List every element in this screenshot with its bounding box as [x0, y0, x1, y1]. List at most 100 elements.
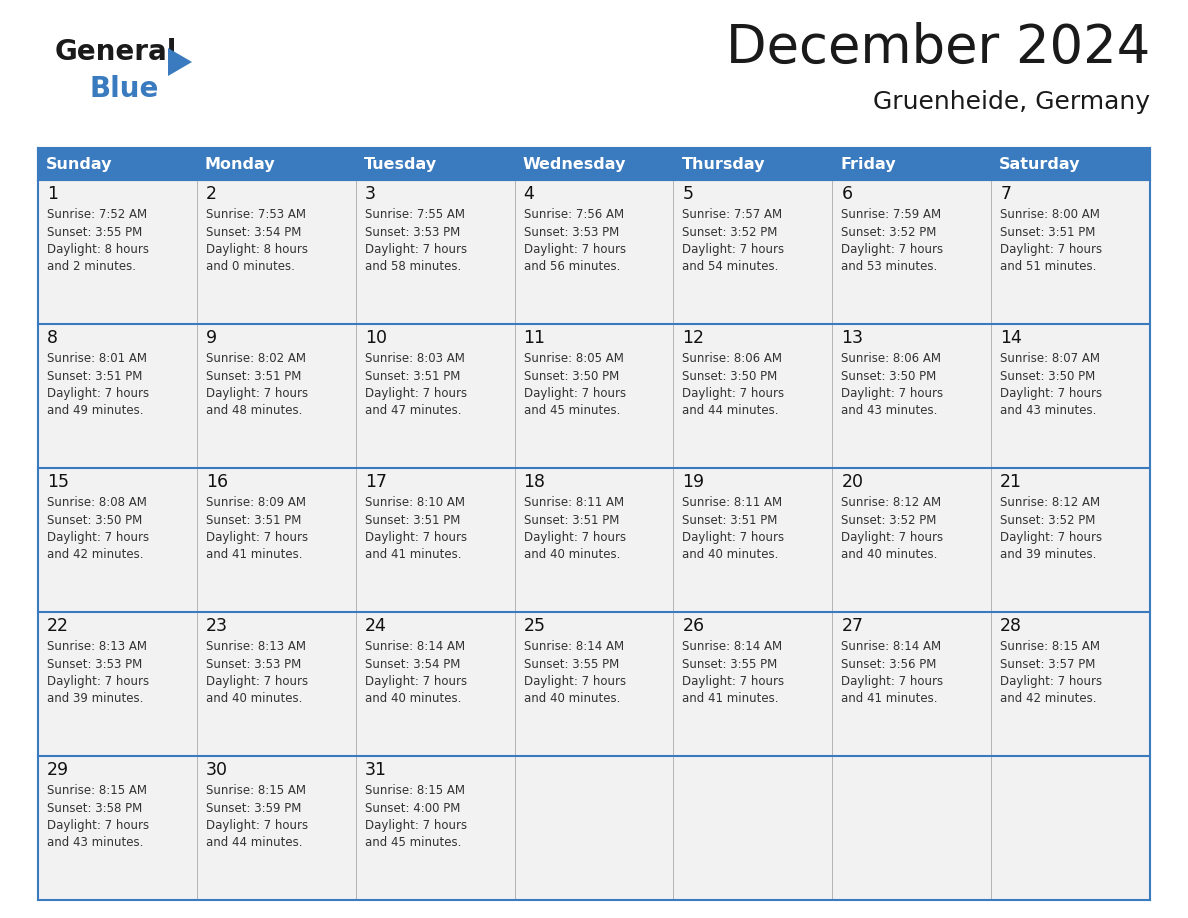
Text: Friday: Friday	[840, 156, 896, 172]
Text: Sunrise: 8:06 AM: Sunrise: 8:06 AM	[841, 352, 941, 365]
Text: December 2024: December 2024	[726, 22, 1150, 74]
Text: Sunset: 3:51 PM: Sunset: 3:51 PM	[206, 370, 302, 383]
Text: Daylight: 8 hours: Daylight: 8 hours	[48, 243, 148, 256]
Text: Sunset: 3:58 PM: Sunset: 3:58 PM	[48, 801, 143, 814]
Text: Blue: Blue	[90, 75, 159, 103]
Bar	[197, 324, 355, 468]
Text: Sunrise: 8:14 AM: Sunrise: 8:14 AM	[682, 640, 783, 653]
Text: and 39 minutes.: and 39 minutes.	[1000, 548, 1097, 562]
Bar	[38, 468, 197, 612]
Bar	[991, 180, 1150, 324]
Text: 29: 29	[48, 761, 69, 779]
Bar	[38, 324, 197, 468]
Bar	[674, 148, 833, 180]
Text: and 40 minutes.: and 40 minutes.	[206, 692, 302, 706]
Text: Sunset: 3:53 PM: Sunset: 3:53 PM	[365, 226, 460, 239]
Text: Sunrise: 8:01 AM: Sunrise: 8:01 AM	[48, 352, 147, 365]
Text: Daylight: 7 hours: Daylight: 7 hours	[682, 243, 784, 256]
Bar	[38, 180, 197, 324]
Text: Daylight: 7 hours: Daylight: 7 hours	[206, 387, 308, 400]
Bar	[197, 180, 355, 324]
Text: Sunset: 3:50 PM: Sunset: 3:50 PM	[682, 370, 778, 383]
Text: Sunrise: 8:12 AM: Sunrise: 8:12 AM	[841, 496, 941, 509]
Text: Daylight: 7 hours: Daylight: 7 hours	[48, 675, 150, 688]
Text: Daylight: 7 hours: Daylight: 7 hours	[841, 531, 943, 544]
Text: Sunday: Sunday	[46, 156, 113, 172]
Text: Daylight: 7 hours: Daylight: 7 hours	[524, 675, 626, 688]
Text: 7: 7	[1000, 185, 1011, 203]
Bar	[38, 756, 197, 900]
Text: Sunset: 3:56 PM: Sunset: 3:56 PM	[841, 657, 936, 670]
Text: and 44 minutes.: and 44 minutes.	[682, 405, 779, 418]
Text: and 48 minutes.: and 48 minutes.	[206, 405, 302, 418]
Text: Sunset: 3:55 PM: Sunset: 3:55 PM	[48, 226, 143, 239]
Text: 20: 20	[841, 473, 864, 491]
Text: Daylight: 7 hours: Daylight: 7 hours	[524, 531, 626, 544]
Text: Sunrise: 7:55 AM: Sunrise: 7:55 AM	[365, 208, 465, 221]
Text: Sunrise: 7:53 AM: Sunrise: 7:53 AM	[206, 208, 305, 221]
Text: and 45 minutes.: and 45 minutes.	[524, 405, 620, 418]
Text: and 40 minutes.: and 40 minutes.	[682, 548, 779, 562]
Text: 25: 25	[524, 617, 545, 635]
Text: Sunrise: 7:57 AM: Sunrise: 7:57 AM	[682, 208, 783, 221]
Text: Daylight: 7 hours: Daylight: 7 hours	[365, 819, 467, 832]
Text: 6: 6	[841, 185, 853, 203]
Text: Daylight: 7 hours: Daylight: 7 hours	[365, 675, 467, 688]
Text: Sunrise: 8:14 AM: Sunrise: 8:14 AM	[524, 640, 624, 653]
Text: and 42 minutes.: and 42 minutes.	[48, 548, 144, 562]
Text: and 42 minutes.: and 42 minutes.	[1000, 692, 1097, 706]
Text: Daylight: 7 hours: Daylight: 7 hours	[1000, 531, 1102, 544]
Text: and 39 minutes.: and 39 minutes.	[48, 692, 144, 706]
Text: Sunset: 3:52 PM: Sunset: 3:52 PM	[841, 226, 936, 239]
Text: Daylight: 7 hours: Daylight: 7 hours	[1000, 675, 1102, 688]
Text: 18: 18	[524, 473, 545, 491]
Text: Sunrise: 8:09 AM: Sunrise: 8:09 AM	[206, 496, 305, 509]
Text: Sunrise: 8:15 AM: Sunrise: 8:15 AM	[206, 784, 305, 797]
Text: Sunset: 3:51 PM: Sunset: 3:51 PM	[48, 370, 143, 383]
Text: Sunset: 3:50 PM: Sunset: 3:50 PM	[48, 513, 143, 527]
Text: and 40 minutes.: and 40 minutes.	[841, 548, 937, 562]
Text: and 44 minutes.: and 44 minutes.	[206, 836, 303, 849]
Text: Sunset: 3:59 PM: Sunset: 3:59 PM	[206, 801, 302, 814]
Text: Daylight: 7 hours: Daylight: 7 hours	[524, 387, 626, 400]
Text: Sunset: 4:00 PM: Sunset: 4:00 PM	[365, 801, 460, 814]
Text: Sunset: 3:51 PM: Sunset: 3:51 PM	[365, 370, 460, 383]
Bar	[991, 756, 1150, 900]
Text: Sunrise: 8:05 AM: Sunrise: 8:05 AM	[524, 352, 624, 365]
Text: and 40 minutes.: and 40 minutes.	[524, 548, 620, 562]
Text: Daylight: 7 hours: Daylight: 7 hours	[365, 531, 467, 544]
Bar	[38, 148, 1150, 180]
Text: Sunset: 3:51 PM: Sunset: 3:51 PM	[1000, 226, 1095, 239]
Text: 5: 5	[682, 185, 694, 203]
Text: Sunset: 3:50 PM: Sunset: 3:50 PM	[1000, 370, 1095, 383]
Text: Sunrise: 8:15 AM: Sunrise: 8:15 AM	[1000, 640, 1100, 653]
Text: Sunrise: 8:07 AM: Sunrise: 8:07 AM	[1000, 352, 1100, 365]
Bar	[514, 756, 674, 900]
Text: Sunset: 3:51 PM: Sunset: 3:51 PM	[365, 513, 460, 527]
Text: Sunset: 3:51 PM: Sunset: 3:51 PM	[524, 513, 619, 527]
Bar	[833, 324, 991, 468]
Bar	[674, 324, 833, 468]
Bar	[991, 468, 1150, 612]
Text: and 54 minutes.: and 54 minutes.	[682, 261, 779, 274]
Bar	[355, 612, 514, 756]
Text: Sunset: 3:57 PM: Sunset: 3:57 PM	[1000, 657, 1095, 670]
Text: Sunset: 3:52 PM: Sunset: 3:52 PM	[682, 226, 778, 239]
Text: Sunrise: 7:59 AM: Sunrise: 7:59 AM	[841, 208, 941, 221]
Text: Daylight: 7 hours: Daylight: 7 hours	[682, 531, 784, 544]
Text: Daylight: 7 hours: Daylight: 7 hours	[206, 531, 308, 544]
Text: General: General	[55, 38, 177, 66]
Bar	[833, 468, 991, 612]
Text: Daylight: 7 hours: Daylight: 7 hours	[48, 387, 150, 400]
Text: Daylight: 7 hours: Daylight: 7 hours	[1000, 387, 1102, 400]
Text: 8: 8	[48, 329, 58, 347]
Text: Daylight: 7 hours: Daylight: 7 hours	[1000, 243, 1102, 256]
Text: Sunset: 3:50 PM: Sunset: 3:50 PM	[524, 370, 619, 383]
Text: Sunset: 3:51 PM: Sunset: 3:51 PM	[206, 513, 302, 527]
Text: Daylight: 7 hours: Daylight: 7 hours	[206, 675, 308, 688]
Text: Sunrise: 8:00 AM: Sunrise: 8:00 AM	[1000, 208, 1100, 221]
Text: Sunrise: 8:11 AM: Sunrise: 8:11 AM	[682, 496, 783, 509]
Bar	[355, 468, 514, 612]
Text: Daylight: 7 hours: Daylight: 7 hours	[682, 675, 784, 688]
Bar	[197, 756, 355, 900]
